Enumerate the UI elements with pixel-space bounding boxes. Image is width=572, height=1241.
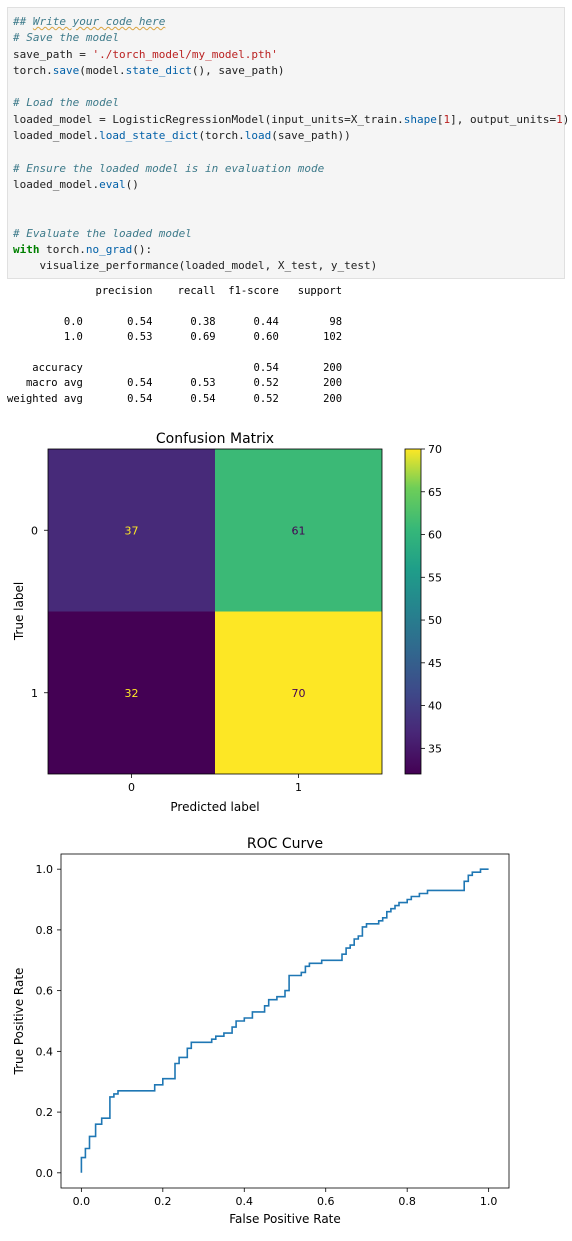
report-line: 1.0 0.53 0.69 0.60 102 bbox=[7, 331, 343, 344]
cell-value: 61 bbox=[292, 524, 306, 537]
code-token: visualize_performance(loaded_model, X_te… bbox=[13, 259, 378, 273]
colorbar-tick-label: 70 bbox=[428, 443, 442, 456]
code-line: loaded_model.eval() bbox=[13, 178, 139, 191]
code-token: torch. bbox=[39, 243, 86, 257]
x-tick-label: 1 bbox=[295, 781, 302, 794]
x-tick-label: 0.6 bbox=[317, 1195, 335, 1208]
y-axis-label: True label bbox=[12, 582, 26, 641]
y-axis-label: True Positive Rate bbox=[12, 968, 26, 1076]
code-token: Write your code here bbox=[32, 15, 166, 28]
code-token: loaded_model = LogisticRegressionModel(i… bbox=[13, 112, 404, 126]
y-tick-label: 0 bbox=[31, 524, 38, 537]
colorbar-tick-label: 35 bbox=[428, 742, 442, 755]
colorbar-tick-label: 60 bbox=[428, 529, 442, 542]
chart-title: Confusion Matrix bbox=[156, 431, 274, 447]
code-token: load_state_dict bbox=[99, 129, 199, 143]
code-token: # Save the model bbox=[13, 31, 119, 45]
heatmap-frame bbox=[47, 448, 383, 775]
x-tick-label: 0.0 bbox=[73, 1195, 91, 1208]
colorbar-tick-label: 55 bbox=[428, 571, 442, 584]
x-tick-label: 0 bbox=[128, 781, 135, 794]
code-token: ) bbox=[562, 112, 570, 126]
code-token: 1 bbox=[443, 112, 451, 126]
report-line: precision recall f1-score support bbox=[7, 285, 343, 297]
code-line: loaded_model = LogisticRegressionModel(i… bbox=[13, 113, 569, 126]
matrix-cell bbox=[48, 449, 215, 612]
report-line: 0.0 0.54 0.38 0.44 98 bbox=[7, 315, 343, 328]
y-tick-label: 1.0 bbox=[36, 863, 54, 876]
code-token: # Load the model bbox=[13, 96, 119, 110]
y-tick-label: 0.6 bbox=[36, 985, 54, 998]
code-line: # Evaluate the loaded model bbox=[13, 227, 192, 240]
code-token: 1 bbox=[556, 112, 563, 126]
report-line: macro avg 0.54 0.53 0.52 200 bbox=[7, 377, 343, 390]
code-token: loaded_model. bbox=[13, 177, 100, 191]
code-token: (save_path)) bbox=[271, 129, 351, 143]
code-token: (model. bbox=[79, 63, 126, 77]
y-tick-label: 1 bbox=[31, 687, 38, 700]
code-token: ], output_units= bbox=[450, 112, 557, 126]
code-token: (): bbox=[132, 243, 153, 257]
cell-value: 32 bbox=[125, 687, 139, 700]
report-line: accuracy 0.54 200 bbox=[7, 362, 343, 375]
code-line: # Save the model bbox=[13, 31, 119, 44]
code-line: loaded_model.load_state_dict(torch.load(… bbox=[13, 129, 351, 142]
y-tick-label: 0.2 bbox=[36, 1106, 54, 1119]
matrix-cell bbox=[48, 611, 215, 774]
matrix-cell bbox=[215, 611, 382, 774]
colorbar-tick-label: 45 bbox=[428, 657, 442, 670]
matrix-cell bbox=[215, 449, 382, 612]
code-token: save bbox=[52, 63, 80, 77]
confusion-matrix-figure: Confusion Matrix 37 61 32 70 0 1 0 1 Predicte… bbox=[12, 431, 442, 814]
report-line: weighted avg 0.54 0.54 0.52 200 bbox=[7, 392, 343, 405]
code-token: eval bbox=[99, 177, 126, 191]
cell-value: 70 bbox=[292, 687, 306, 700]
code-token: with bbox=[13, 243, 40, 257]
code-token: load bbox=[244, 129, 272, 143]
x-axis-label: Predicted label bbox=[170, 800, 259, 814]
colorbar-tick-label: 40 bbox=[428, 700, 442, 713]
colorbar-tick-label: 50 bbox=[428, 614, 442, 627]
code-token: (torch. bbox=[198, 129, 245, 143]
y-tick-label: 0.4 bbox=[36, 1045, 54, 1058]
code-token: # Evaluate the loaded model bbox=[13, 226, 192, 240]
code-line: # Ensure the loaded model is in evaluati… bbox=[13, 162, 324, 175]
roc-curve bbox=[80, 868, 489, 1173]
code-token: './torch_model/my_model.pth' bbox=[92, 47, 278, 61]
code-token: loaded_model. bbox=[13, 129, 100, 143]
code-cell[interactable]: ## Write your code here # Save the model… bbox=[7, 7, 569, 279]
code-token: [ bbox=[436, 112, 444, 126]
colorbar-tick-label: 65 bbox=[428, 486, 442, 499]
code-token: # Ensure the loaded model is in evaluati… bbox=[13, 161, 325, 175]
code-line: visualize_performance(loaded_model, X_te… bbox=[13, 259, 377, 272]
chart-title: ROC Curve bbox=[247, 836, 323, 852]
colorbar bbox=[404, 448, 422, 775]
code-line: save_path = './torch_model/my_model.pth' bbox=[13, 48, 278, 61]
plot-frame bbox=[60, 853, 510, 1189]
code-token: save_path = bbox=[13, 47, 93, 61]
x-axis-label: False Positive Rate bbox=[229, 1212, 341, 1226]
x-tick-label: 0.4 bbox=[236, 1195, 254, 1208]
code-token: (), save_path) bbox=[191, 63, 285, 77]
code-line: ## Write your code here bbox=[13, 15, 165, 28]
code-token: state_dict bbox=[125, 63, 192, 77]
roc-figure: ROC Curve 0.0 0.2 0.4 0.6 0.8 1.0 0.0 0.2 0.4 0.… bbox=[12, 836, 510, 1226]
code-token: shape bbox=[403, 112, 437, 126]
classification-report: precision recall f1-score support 0.0 0.… bbox=[7, 284, 342, 407]
code-editor[interactable]: ## Write your code here # Save the model… bbox=[13, 14, 569, 275]
code-token: no_grad bbox=[85, 243, 133, 257]
x-tick-label: 0.8 bbox=[398, 1195, 416, 1208]
code-token: torch. bbox=[13, 63, 53, 77]
y-tick-label: 0.0 bbox=[36, 1167, 54, 1180]
x-tick-label: 0.2 bbox=[154, 1195, 172, 1208]
code-token: () bbox=[125, 177, 139, 191]
code-line: # Load the model bbox=[13, 96, 119, 109]
code-token: ## bbox=[13, 15, 33, 28]
code-line: with torch.no_grad(): bbox=[13, 243, 152, 256]
cell-value: 37 bbox=[125, 524, 139, 537]
code-line: torch.save(model.state_dict(), save_path… bbox=[13, 64, 285, 77]
x-tick-label: 1.0 bbox=[480, 1195, 498, 1208]
y-tick-label: 0.8 bbox=[36, 924, 54, 937]
